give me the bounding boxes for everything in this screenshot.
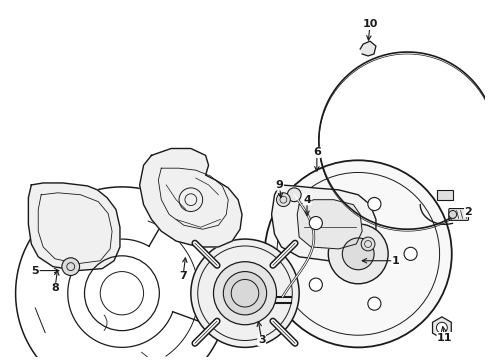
Polygon shape xyxy=(360,41,375,56)
Text: 3: 3 xyxy=(257,336,265,346)
Circle shape xyxy=(309,278,322,291)
Circle shape xyxy=(367,198,380,211)
Text: 8: 8 xyxy=(51,283,59,293)
Text: 2: 2 xyxy=(464,207,471,216)
FancyBboxPatch shape xyxy=(436,190,452,200)
Text: 4: 4 xyxy=(303,195,310,205)
Circle shape xyxy=(309,216,322,230)
Polygon shape xyxy=(297,200,362,249)
Circle shape xyxy=(190,239,299,347)
Text: 7: 7 xyxy=(179,271,186,282)
Text: 6: 6 xyxy=(312,148,320,157)
Circle shape xyxy=(223,271,266,315)
Circle shape xyxy=(62,258,80,275)
Circle shape xyxy=(287,188,301,202)
Circle shape xyxy=(403,247,416,260)
Circle shape xyxy=(436,322,447,333)
Circle shape xyxy=(327,224,387,284)
Circle shape xyxy=(361,237,374,251)
Circle shape xyxy=(448,211,456,219)
Polygon shape xyxy=(432,317,450,338)
Polygon shape xyxy=(140,148,242,247)
Text: 1: 1 xyxy=(391,256,399,266)
Circle shape xyxy=(213,262,276,325)
Text: 11: 11 xyxy=(436,333,452,342)
Circle shape xyxy=(367,297,380,310)
Text: 9: 9 xyxy=(275,180,283,190)
Text: 10: 10 xyxy=(362,19,377,30)
Circle shape xyxy=(342,238,373,270)
Text: 5: 5 xyxy=(31,266,39,276)
Circle shape xyxy=(276,193,290,207)
Polygon shape xyxy=(271,185,375,261)
Circle shape xyxy=(264,160,451,347)
FancyBboxPatch shape xyxy=(448,208,468,220)
Polygon shape xyxy=(28,183,120,271)
